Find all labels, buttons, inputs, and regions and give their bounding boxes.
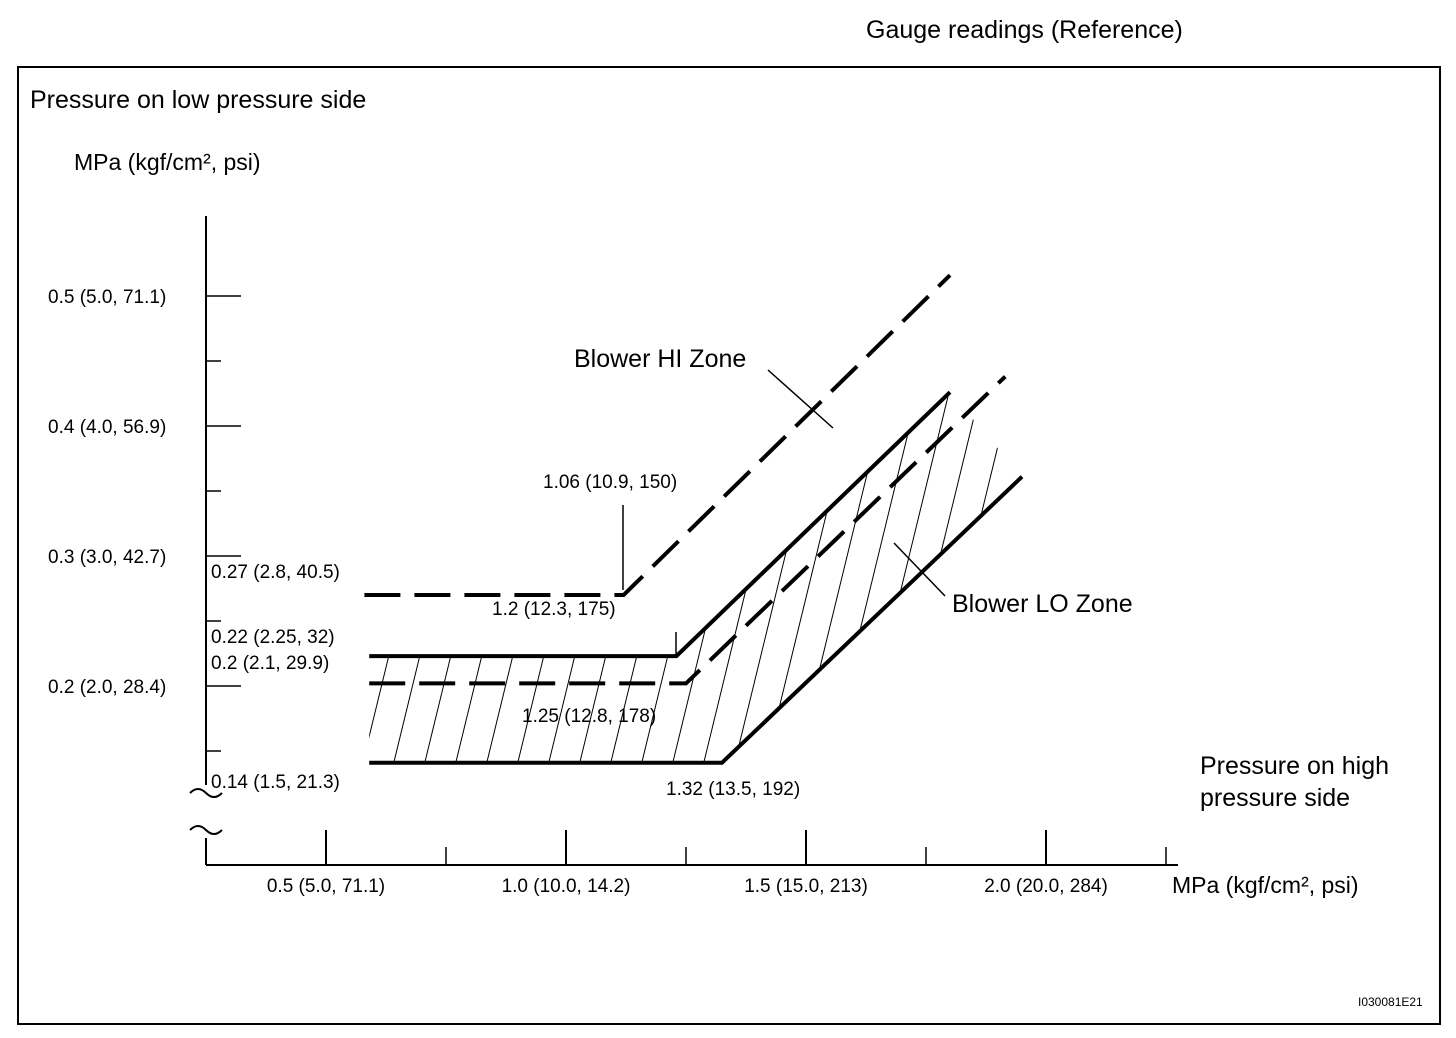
y-axis-unit: MPa (kgf/cm², psi) xyxy=(74,149,261,175)
series-line-blower-hi-lower xyxy=(369,375,1007,686)
label-014: 0.14 (1.5, 21.3) xyxy=(211,772,340,793)
hatch-line xyxy=(422,392,519,763)
axis-break-icon xyxy=(189,788,223,798)
label-106: 1.06 (10.9, 150) xyxy=(543,472,677,493)
figure-id: I030081E21 xyxy=(1358,995,1423,1009)
series-line-blower-lo-upper xyxy=(369,390,952,659)
hatch-line xyxy=(369,392,426,763)
lo-zone-leader xyxy=(893,542,946,597)
x-tick-label: 0.5 (5.0, 71.1) xyxy=(267,876,385,897)
hi-zone-leader xyxy=(767,369,834,429)
y-axis-label: Pressure on low pressure side xyxy=(30,86,366,114)
series-line-blower-hi-upper xyxy=(364,273,952,597)
hatch-line xyxy=(949,392,1022,763)
label-027: 0.27 (2.8, 40.5) xyxy=(211,562,340,583)
label-022: 0.22 (2.25, 32) xyxy=(211,627,335,648)
x-axis-label: Pressure on high pressure side xyxy=(1200,752,1390,812)
x-tick-label: 2.0 (20.0, 284) xyxy=(984,876,1108,897)
label-132: 1.32 (13.5, 192) xyxy=(666,779,800,800)
hatch-line xyxy=(1074,380,1169,770)
hatch-line xyxy=(825,392,922,763)
x-tick-label: 1.0 (10.0, 14.2) xyxy=(502,876,631,897)
x-tick-label: 1.5 (15.0, 213) xyxy=(744,876,868,897)
y-tick-label: 0.5 (5.0, 71.1) xyxy=(48,287,166,308)
hatch-line xyxy=(670,392,767,763)
hi-zone-label: Blower HI Zone xyxy=(574,345,746,373)
y-tick-label: 0.3 (3.0, 42.7) xyxy=(48,547,166,568)
lo-zone-label: Blower LO Zone xyxy=(952,590,1133,618)
y-tick-label: 0.2 (2.0, 28.4) xyxy=(48,677,166,698)
hatch-line xyxy=(794,392,891,763)
x-axis-label-box: Pressure on high pressure side xyxy=(1200,752,1390,812)
y-tick-label: 0.4 (4.0, 56.9) xyxy=(48,417,166,438)
label-125: 1.25 (12.8, 178) xyxy=(522,706,656,727)
chart-frame xyxy=(17,66,1441,1025)
hatch-line xyxy=(980,392,1022,763)
chart-title: Gauge readings (Reference) xyxy=(866,16,1183,44)
label-020: 0.2 (2.1, 29.9) xyxy=(211,653,329,674)
hatch-line xyxy=(1011,392,1022,763)
label-12: 1.2 (12.3, 175) xyxy=(492,599,616,620)
series-line-blower-lo-lower xyxy=(369,475,1024,765)
x-axis-unit: MPa (kgf/cm², psi) xyxy=(1172,872,1359,898)
hatch-line xyxy=(369,392,457,763)
hatch-line xyxy=(391,392,488,763)
hatch-line xyxy=(918,392,1015,763)
axis-break-icon xyxy=(189,825,223,835)
hatch-line xyxy=(1043,380,1138,770)
